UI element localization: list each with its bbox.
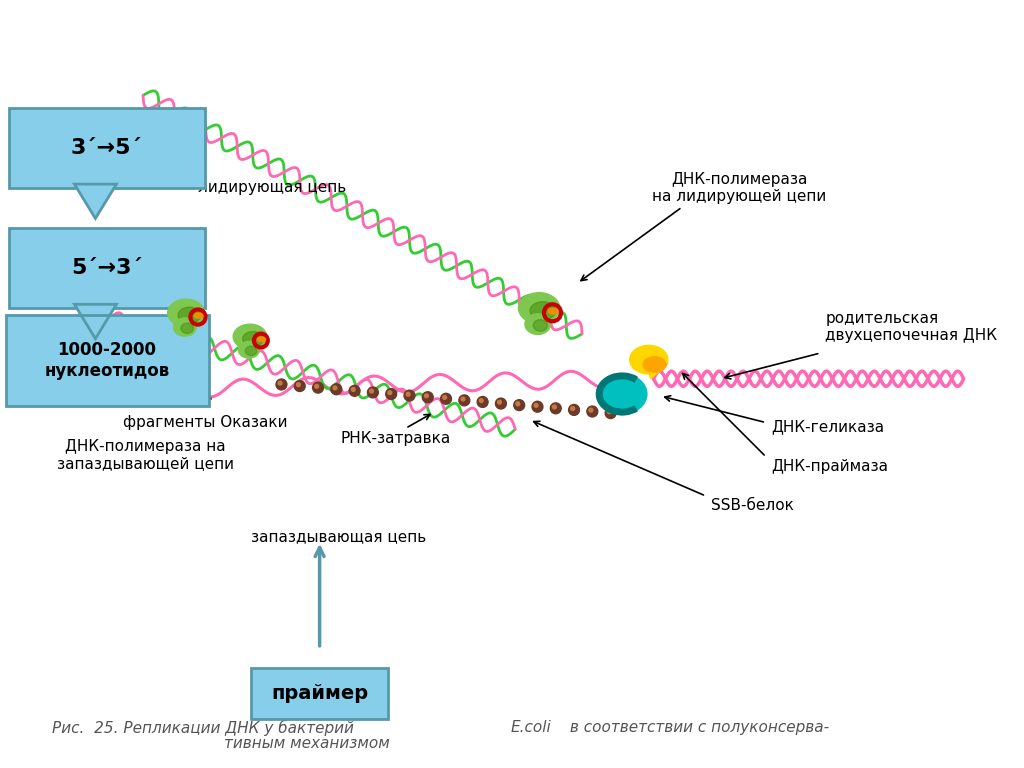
- Circle shape: [479, 399, 483, 402]
- Text: в соответствии с полуконсерва-: в соответствии с полуконсерва-: [565, 720, 829, 736]
- Circle shape: [425, 394, 428, 398]
- Text: ДНК-геликаза: ДНК-геликаза: [771, 419, 884, 434]
- Circle shape: [532, 402, 543, 412]
- Ellipse shape: [243, 332, 263, 346]
- Circle shape: [442, 396, 446, 399]
- FancyBboxPatch shape: [8, 228, 205, 308]
- Circle shape: [404, 390, 415, 401]
- Text: родительская
двухцепочечная ДНК: родительская двухцепочечная ДНК: [825, 311, 997, 343]
- Circle shape: [314, 385, 318, 388]
- Ellipse shape: [534, 319, 548, 331]
- Circle shape: [388, 391, 392, 395]
- Circle shape: [351, 388, 355, 392]
- Text: Рис.  25. Репликации ДНК у бактерий: Рис. 25. Репликации ДНК у бактерий: [52, 720, 359, 736]
- FancyBboxPatch shape: [6, 315, 209, 406]
- Circle shape: [440, 393, 452, 404]
- Ellipse shape: [525, 314, 551, 334]
- Circle shape: [368, 387, 378, 398]
- Circle shape: [294, 381, 305, 392]
- Circle shape: [422, 392, 433, 402]
- Text: запаздывающая цепь: запаздывающая цепь: [251, 530, 426, 545]
- Ellipse shape: [530, 302, 556, 319]
- Ellipse shape: [257, 337, 265, 342]
- Circle shape: [407, 392, 410, 396]
- Ellipse shape: [168, 300, 205, 326]
- Circle shape: [461, 397, 465, 401]
- Ellipse shape: [173, 318, 197, 336]
- Ellipse shape: [246, 346, 257, 356]
- Ellipse shape: [195, 313, 203, 318]
- Ellipse shape: [643, 357, 666, 372]
- Circle shape: [349, 386, 360, 396]
- Ellipse shape: [178, 307, 201, 323]
- Circle shape: [605, 408, 616, 419]
- Circle shape: [370, 389, 374, 393]
- Text: праймер: праймер: [271, 684, 369, 703]
- Text: ДНК-праймаза: ДНК-праймаза: [771, 459, 888, 474]
- Ellipse shape: [233, 324, 267, 349]
- Ellipse shape: [181, 323, 194, 333]
- Circle shape: [496, 398, 506, 409]
- Text: E.coli: E.coli: [510, 720, 551, 736]
- Circle shape: [514, 399, 524, 411]
- Circle shape: [516, 402, 520, 406]
- Text: РНК-затравка: РНК-затравка: [341, 432, 452, 446]
- Polygon shape: [644, 354, 668, 379]
- Text: 5´→3´: 5´→3´: [71, 258, 142, 278]
- Text: 1000-2000
нуклеотидов: 1000-2000 нуклеотидов: [44, 341, 170, 380]
- Text: ДНК-полимераза на
запаздывающей цепи: ДНК-полимераза на запаздывающей цепи: [56, 439, 233, 472]
- Circle shape: [550, 403, 561, 414]
- Circle shape: [297, 382, 300, 386]
- Ellipse shape: [597, 374, 647, 414]
- Text: ДНК-полимераза
на лидирующей цепи: ДНК-полимераза на лидирующей цепи: [652, 172, 826, 204]
- Circle shape: [535, 403, 538, 407]
- Circle shape: [498, 400, 502, 404]
- Circle shape: [459, 395, 470, 406]
- Ellipse shape: [548, 309, 558, 314]
- Text: тивным механизмом: тивным механизмом: [224, 736, 390, 750]
- Circle shape: [587, 406, 598, 417]
- Polygon shape: [75, 304, 117, 339]
- Circle shape: [279, 381, 282, 385]
- Circle shape: [553, 405, 556, 409]
- Circle shape: [568, 405, 580, 415]
- Circle shape: [276, 379, 287, 390]
- Circle shape: [331, 384, 342, 395]
- Circle shape: [333, 386, 337, 390]
- Text: 3´→5´: 3´→5´: [71, 137, 142, 158]
- FancyBboxPatch shape: [252, 668, 388, 720]
- Polygon shape: [75, 184, 117, 218]
- Circle shape: [589, 409, 593, 412]
- Circle shape: [386, 389, 396, 399]
- Text: SSB-белок: SSB-белок: [711, 498, 794, 513]
- Circle shape: [607, 410, 611, 414]
- Circle shape: [477, 396, 488, 407]
- Ellipse shape: [518, 293, 560, 323]
- Ellipse shape: [239, 342, 259, 358]
- Circle shape: [312, 382, 324, 393]
- FancyBboxPatch shape: [8, 108, 205, 188]
- Circle shape: [570, 406, 574, 410]
- Text: фрагменты Оказаки: фрагменты Оказаки: [123, 415, 288, 430]
- Ellipse shape: [630, 346, 668, 374]
- Text: лидирующая цепь: лидирующая цепь: [198, 180, 346, 195]
